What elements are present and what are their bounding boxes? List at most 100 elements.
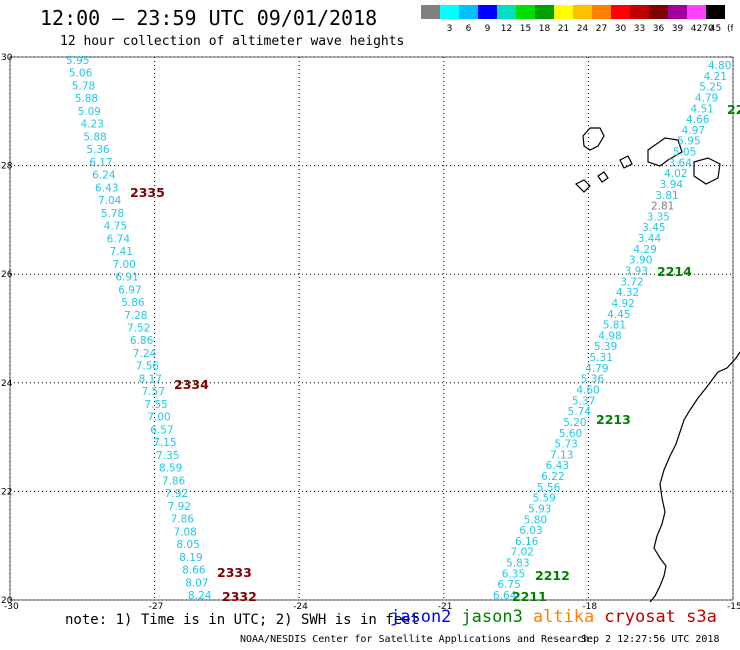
pass-label: 2332 bbox=[222, 589, 257, 604]
pass-label: 2334 bbox=[174, 377, 209, 392]
island-madeira-1 bbox=[582, 127, 605, 151]
swh-value: 6.74 bbox=[107, 233, 131, 245]
lon-tick-label: -24 bbox=[293, 602, 308, 612]
swh-value: 5.73 bbox=[554, 439, 577, 451]
island-canary-2 bbox=[693, 157, 721, 185]
west-track-labels: 5.955.065.785.885.094.235.885.366.176.24… bbox=[66, 55, 212, 602]
swh-value: 3.72 bbox=[620, 276, 643, 288]
swh-value: 5.39 bbox=[594, 341, 617, 353]
colorbar-swatch bbox=[649, 5, 668, 19]
swh-value: 5.81 bbox=[603, 320, 626, 332]
colorbar-swatch bbox=[687, 5, 706, 19]
map-title: 12:00 – 23:59 UTC 09/01/2018 bbox=[40, 6, 378, 30]
lat-tick-label: 26 bbox=[1, 270, 13, 280]
swh-value: 5.86 bbox=[121, 297, 145, 309]
colorbar-label: 12 bbox=[501, 24, 512, 34]
swh-value: 5.37 bbox=[572, 395, 595, 407]
colorbar-swatch bbox=[592, 5, 611, 19]
lat-tick-label: 28 bbox=[1, 162, 13, 172]
swh-value: 8.17 bbox=[139, 373, 162, 385]
swh-value: 7.24 bbox=[133, 348, 157, 360]
lon-tick-label: -30 bbox=[4, 602, 19, 612]
swh-value: 7.02 bbox=[511, 547, 534, 559]
swh-value: 6.86 bbox=[130, 335, 154, 347]
swh-value: 4.66 bbox=[686, 114, 710, 126]
swh-value: 3.35 bbox=[647, 211, 670, 223]
pass-label: 2214 bbox=[657, 264, 692, 279]
swh-value: 8.19 bbox=[179, 552, 202, 564]
colorbar-swatch bbox=[611, 5, 630, 19]
swh-value: 3.90 bbox=[629, 255, 652, 267]
swh-value: 3.64 bbox=[669, 157, 693, 169]
lat-tick-label: 20 bbox=[1, 596, 13, 606]
swh-value: 7.92 bbox=[168, 501, 191, 513]
lat-tick-label: 24 bbox=[1, 379, 13, 389]
swh-value: 5.78 bbox=[72, 80, 95, 92]
swh-value: 5.74 bbox=[568, 406, 592, 418]
swh-value: 6.97 bbox=[118, 284, 141, 296]
swh-value: 7.41 bbox=[110, 246, 133, 258]
swh-value: 8.07 bbox=[185, 577, 208, 589]
swh-value: 7.92 bbox=[165, 488, 188, 500]
swh-value: 7.56 bbox=[136, 361, 160, 373]
swh-value: 6.57 bbox=[150, 424, 173, 436]
colorbar-label: 36 bbox=[653, 24, 665, 34]
swh-value: 5.78 bbox=[101, 208, 124, 220]
swh-value: 5.09 bbox=[78, 106, 101, 118]
swh-value: 5.36 bbox=[581, 374, 605, 386]
swh-value: 7.00 bbox=[112, 259, 135, 271]
swh-value: 6.03 bbox=[519, 525, 542, 537]
swh-value: 7.55 bbox=[144, 399, 167, 411]
colorbar-label: 42 bbox=[691, 24, 702, 34]
swh-value: 6.16 bbox=[515, 536, 539, 548]
colorbar-label: 33 bbox=[634, 24, 645, 34]
lon-tick-label: -21 bbox=[438, 602, 453, 612]
swh-value: 6.17 bbox=[89, 157, 112, 169]
swh-value: 6.22 bbox=[541, 471, 564, 483]
lon-tick-label: -15 bbox=[727, 602, 740, 612]
swh-value: 3.94 bbox=[660, 179, 684, 191]
swh-value: 5.60 bbox=[559, 428, 582, 440]
lat-tick-label: 22 bbox=[1, 487, 12, 497]
pass-labels: 2335 2334 2333 2332 2214 2213 2212 2211 22 bbox=[130, 102, 740, 604]
colorbar-label: 39 bbox=[672, 24, 684, 34]
swh-value: 3.44 bbox=[638, 233, 662, 245]
colorbar-label: 21 bbox=[558, 24, 569, 34]
swh-value: 7.13 bbox=[550, 449, 573, 461]
axis-tick-labels: -30 -27 -24 -21 -18 -15 30 28 26 24 22 20 bbox=[1, 53, 740, 612]
colorbar-label: 45 bbox=[710, 24, 721, 34]
swh-value: 7.35 bbox=[156, 450, 179, 462]
map-frame bbox=[9, 56, 734, 601]
lat-tick-label: 30 bbox=[1, 53, 13, 63]
swh-value: 7.57 bbox=[142, 386, 165, 398]
credit-line: NOAA/NESDIS Center for Satellite Applica… bbox=[240, 634, 590, 645]
swh-value: 5.88 bbox=[83, 131, 106, 143]
swh-value: 7.28 bbox=[124, 310, 147, 322]
lat-lon-grid bbox=[9, 56, 734, 601]
swh-value: 4.75 bbox=[104, 221, 127, 233]
lon-tick-label: -27 bbox=[149, 602, 164, 612]
swh-value: 5.59 bbox=[532, 493, 555, 505]
colorbar-swatch bbox=[478, 5, 497, 19]
colorbar-label: 9 bbox=[485, 24, 491, 34]
colorbar-label: 27 bbox=[596, 24, 607, 34]
colorbar-swatch bbox=[421, 5, 440, 19]
swh-value: 6.35 bbox=[502, 568, 525, 580]
swh-value: 4.45 bbox=[607, 309, 630, 321]
colorbar-swatch bbox=[630, 5, 649, 19]
colorbar-label: 18 bbox=[539, 24, 551, 34]
pass-label: 2333 bbox=[217, 565, 252, 580]
colorbar-swatch bbox=[535, 5, 554, 19]
swh-value: 5.56 bbox=[537, 482, 561, 494]
colorbar-swatch bbox=[668, 5, 687, 19]
swh-value: 6.43 bbox=[546, 460, 569, 472]
swh-value: 4.79 bbox=[585, 363, 608, 375]
colorbar-label: 6 bbox=[466, 24, 472, 34]
lon-tick-label: -18 bbox=[582, 602, 597, 612]
swh-value: 4.29 bbox=[633, 244, 656, 256]
swh-value: 5.36 bbox=[86, 144, 110, 156]
coastline-africa bbox=[649, 351, 740, 603]
colorbar-label: 3 bbox=[447, 24, 453, 34]
swh-value: 7.08 bbox=[173, 526, 196, 538]
